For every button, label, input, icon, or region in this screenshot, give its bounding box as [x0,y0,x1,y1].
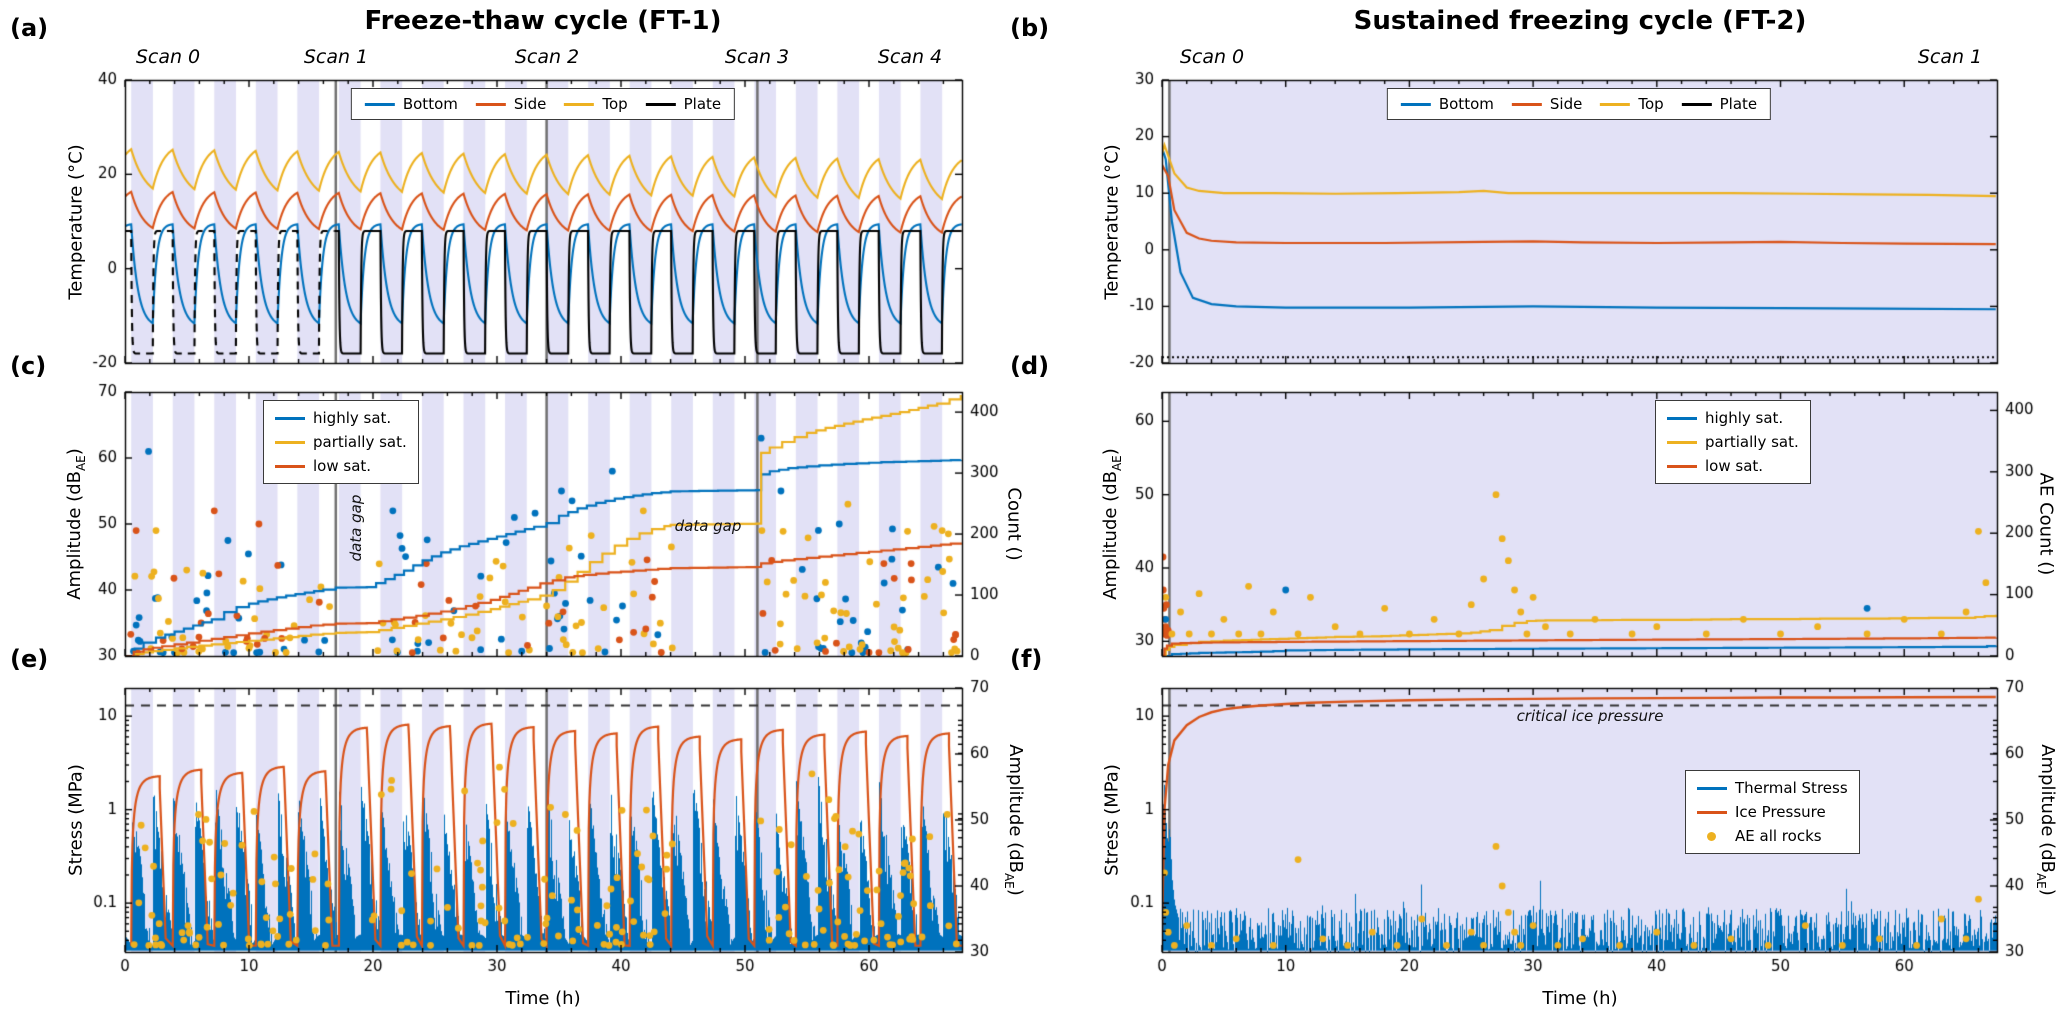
legend-label: Thermal Stress [1735,779,1848,797]
side-line-swatch [1511,102,1542,106]
legend-label: AE all rocks [1735,827,1822,845]
side-line-swatch [475,102,506,106]
highly-sat-line-swatch [1667,416,1697,420]
legend-item: partially sat. [1667,433,1799,451]
legend-label: Plate [1719,95,1758,113]
legend-item: highly sat. [275,409,407,427]
plate-line-swatch [1681,102,1712,106]
top-line-swatch [564,102,595,106]
scan-label-ft1-1: Scan 1 [303,46,369,68]
panel-a: Bottom Side Top Plate [63,66,1032,397]
legend-label: Bottom [402,95,458,113]
legend-label: Side [513,95,547,113]
panel-a-plot [63,66,1032,397]
legend-temperature-b: Bottom Side Top Plate [1386,88,1772,120]
legend-saturation-d: highly sat. partially sat. low sat. [1655,400,1811,484]
bottom-line-swatch [1400,102,1431,106]
legend-item: Side [1511,95,1583,113]
panel-label-c: (c) [10,352,47,380]
panel-label-a: (a) [10,14,49,42]
ae-dot-swatch [1707,831,1716,841]
panel-label-b: (b) [1010,14,1050,42]
legend-label: partially sat. [313,433,407,451]
legend-label: Ice Pressure [1735,803,1826,821]
scan-label-ft1-3: Scan 3 [724,46,790,68]
partially-sat-line-swatch [275,440,305,444]
legend-item: Bottom [1400,95,1494,113]
legend-item: low sat. [275,457,407,475]
legend-label: Top [1638,95,1664,113]
legend-item: Plate [1681,95,1758,113]
highly-sat-line-swatch [275,416,305,420]
left-column-title: Freeze-thaw cycle (FT-1) [364,6,722,36]
legend-label: Bottom [1438,95,1494,113]
panel-f-plot [1100,674,2067,986]
ice-pressure-line-swatch [1697,810,1727,814]
low-sat-line-swatch [275,464,305,468]
plate-line-swatch [645,102,676,106]
annotation-critical-ice-pressure: critical ice pressure [1516,707,1664,725]
panel-f: critical ice pressure Thermal Stress Ice… [1100,674,2067,986]
legend-label: Plate [683,95,722,113]
partially-sat-line-swatch [1667,440,1697,444]
top-line-swatch [1600,102,1631,106]
scan-label-ft2-1: Scan 1 [1917,46,1983,68]
legend-item: highly sat. [1667,409,1799,427]
legend-item: partially sat. [275,433,407,451]
scan-label-ft2-0: Scan 0 [1179,46,1245,68]
legend-label: low sat. [313,457,372,475]
legend-label: Top [602,95,628,113]
thermal-stress-line-swatch [1697,786,1727,790]
panel-e-plot [63,674,1032,986]
panel-b-plot [1100,66,2067,397]
legend-item: Side [475,95,547,113]
panel-b: Bottom Side Top Plate [1100,66,2067,397]
legend-item: AE all rocks [1697,827,1848,845]
legend-label: highly sat. [1705,409,1784,427]
annotation-data-gap-1: data gap [347,494,365,562]
legend-item: Top [564,95,628,113]
legend-item: Thermal Stress [1697,779,1848,797]
panel-d: highly sat. partially sat. low sat. [1100,378,2067,690]
xlabel-right-time: Time (h) [1542,988,1618,1009]
legend-label: Side [1549,95,1583,113]
legend-stress-f: Thermal Stress Ice Pressure AE all rocks [1685,770,1860,854]
legend-item: Ice Pressure [1697,803,1848,821]
panel-label-e: (e) [10,645,49,673]
legend-label: highly sat. [313,409,392,427]
legend-label: partially sat. [1705,433,1799,451]
legend-saturation-c: highly sat. partially sat. low sat. [263,400,419,484]
panel-e [63,674,1032,986]
legend-item: Bottom [364,95,458,113]
scan-label-ft1-4: Scan 4 [877,46,943,68]
legend-item: Top [1600,95,1664,113]
panel-c-plot [63,378,1032,690]
scan-label-ft1-0: Scan 0 [135,46,201,68]
panel-c: highly sat. partially sat. low sat. data… [63,378,1032,690]
xlabel-left-time: Time (h) [505,988,581,1009]
panel-d-plot [1100,378,2067,690]
low-sat-line-swatch [1667,464,1697,468]
legend-item: low sat. [1667,457,1799,475]
right-column-title: Sustained freezing cycle (FT-2) [1353,6,1807,36]
legend-label: low sat. [1705,457,1764,475]
legend-temperature-a: Bottom Side Top Plate [350,88,736,120]
annotation-data-gap-2: data gap [674,517,742,535]
legend-item: Plate [645,95,722,113]
bottom-line-swatch [364,102,395,106]
scan-label-ft1-2: Scan 2 [514,46,580,68]
